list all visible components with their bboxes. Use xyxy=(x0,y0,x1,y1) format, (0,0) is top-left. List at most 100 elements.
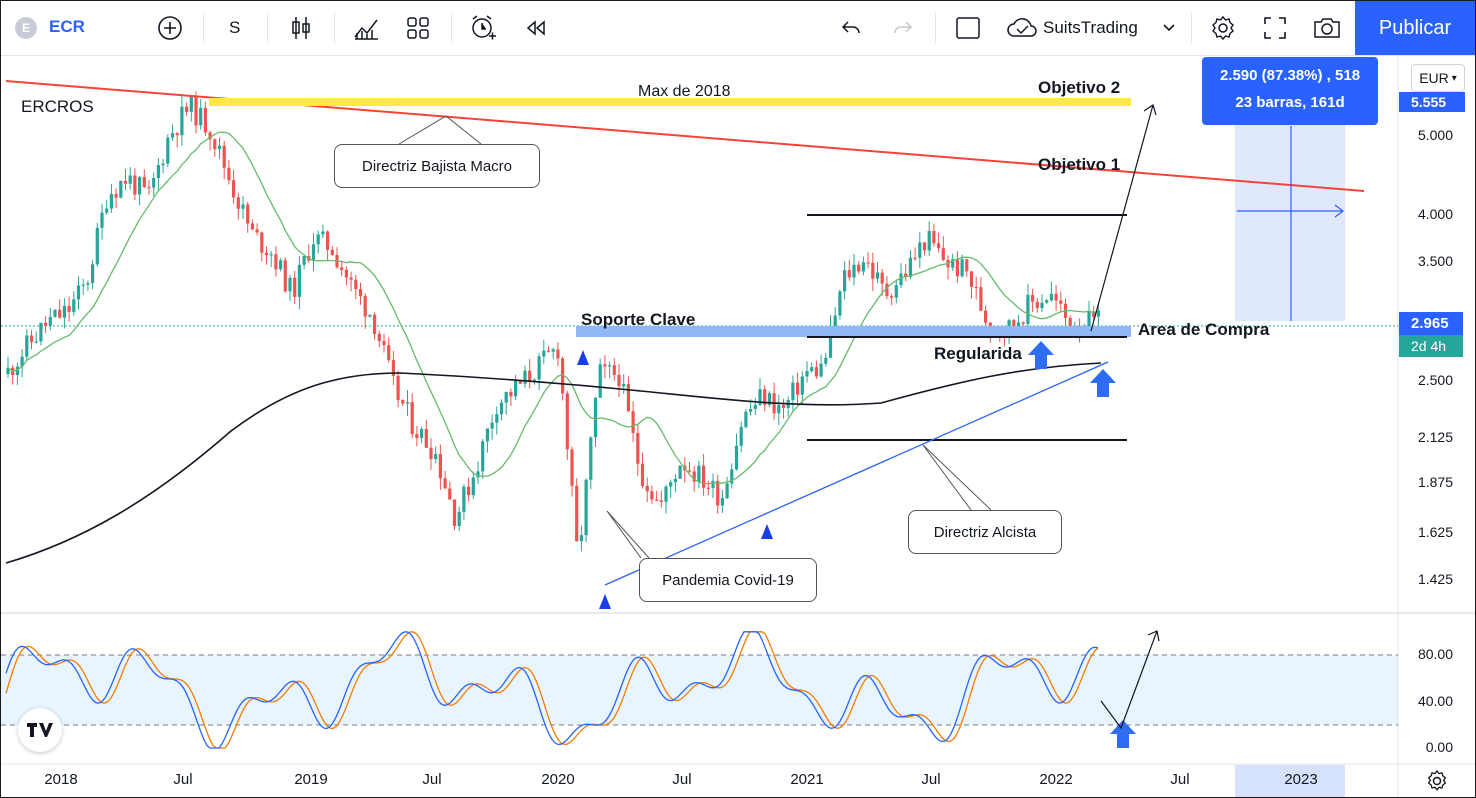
fullscreen-icon[interactable] xyxy=(1258,11,1292,45)
candle-body xyxy=(39,322,43,342)
time-tick-label: 2022 xyxy=(1039,771,1073,788)
indicators-icon[interactable] xyxy=(349,11,383,45)
candle-body xyxy=(67,305,71,313)
candle-body xyxy=(937,243,941,249)
alert-icon[interactable] xyxy=(466,11,500,45)
candle-body xyxy=(767,393,771,405)
undo-icon[interactable] xyxy=(834,11,868,45)
rectangle-icon[interactable] xyxy=(951,11,985,45)
candle-body xyxy=(119,180,123,198)
candle-body xyxy=(626,384,630,412)
time-tick-label: Jul xyxy=(422,771,442,788)
candle-body xyxy=(222,145,226,168)
candle-body xyxy=(523,370,527,384)
candle-body xyxy=(232,180,236,198)
time-axis-highlight xyxy=(1235,765,1345,797)
candle-body xyxy=(885,283,889,297)
candle-body xyxy=(608,365,612,367)
currency-select[interactable]: EUR ▾ xyxy=(1411,64,1465,92)
candle-body xyxy=(76,285,81,300)
currency-label: EUR xyxy=(1419,70,1449,86)
max-2018-line xyxy=(209,98,1131,106)
candle-body xyxy=(847,270,851,278)
pandemia-callout[interactable]: Pandemia Covid-19 xyxy=(639,558,817,602)
candle-body xyxy=(44,322,48,326)
candle-body xyxy=(105,208,109,213)
candle-body xyxy=(669,482,673,487)
candle-body xyxy=(471,477,475,496)
add-symbol-icon[interactable] xyxy=(153,11,187,45)
candle-body xyxy=(156,165,160,179)
candle-body xyxy=(570,449,574,486)
measure-crosshair xyxy=(1237,126,1344,321)
candle-body xyxy=(264,252,269,256)
cloud-icon[interactable] xyxy=(1004,11,1040,45)
directriz-alcista-line xyxy=(604,361,1109,586)
candle-body xyxy=(1068,317,1072,331)
candle-body xyxy=(133,175,137,195)
chevron-down-icon[interactable] xyxy=(1157,11,1181,45)
camera-icon[interactable] xyxy=(1310,11,1344,45)
candle-body xyxy=(965,259,969,272)
candle-body xyxy=(932,231,936,244)
oscillator-tick-label: 40.00 xyxy=(1417,692,1453,709)
price-label-max: 5.555 xyxy=(1399,92,1465,112)
layout-name[interactable]: SuitsTrading xyxy=(1043,18,1138,37)
candle-body xyxy=(575,485,579,542)
price-tick-label: 3.500 xyxy=(1417,253,1453,270)
moving-average-short xyxy=(7,131,1099,485)
price-label-countdown: 2d 4h xyxy=(1399,335,1463,357)
candle-body xyxy=(123,180,128,184)
candle-body xyxy=(509,391,513,397)
candle-body xyxy=(730,469,734,484)
candle-body xyxy=(53,309,57,317)
candle-body xyxy=(828,326,833,358)
candle-body xyxy=(368,314,372,317)
candle-body xyxy=(396,375,400,400)
directriz-alcista-callout[interactable]: Directriz Alcista xyxy=(908,510,1062,554)
replay-icon[interactable] xyxy=(519,11,553,45)
candle-body xyxy=(434,454,438,460)
candle-body xyxy=(142,177,146,188)
toolbar-divider xyxy=(334,13,335,43)
candle-body xyxy=(81,284,85,286)
layouts-icon[interactable] xyxy=(401,11,435,45)
candle-body xyxy=(377,333,381,342)
candle-body xyxy=(1021,322,1025,324)
candlestick-series xyxy=(6,91,1100,552)
projection-arrow xyxy=(1090,104,1157,332)
candle-body xyxy=(1087,311,1091,330)
candle-body xyxy=(401,399,405,404)
candle-body xyxy=(166,137,170,164)
price-tick-label: 2.125 xyxy=(1417,429,1453,446)
objetivo-2-label: Objetivo 2 xyxy=(1038,78,1121,97)
candle-body xyxy=(852,264,856,278)
candle-body xyxy=(321,231,325,235)
candle-body xyxy=(650,491,654,500)
toolbar-divider xyxy=(267,13,268,43)
candle-body xyxy=(598,364,602,398)
candles-icon[interactable] xyxy=(284,11,318,45)
callout-leader xyxy=(922,444,992,511)
directriz-bajista-callout[interactable]: Directriz Bajista Macro xyxy=(334,144,540,188)
tradingview-logo-icon[interactable] xyxy=(18,708,62,752)
settings-icon[interactable] xyxy=(1206,11,1240,45)
candle-body xyxy=(734,445,739,470)
area-compra-label: Area de Compra xyxy=(1138,320,1270,339)
candle-body xyxy=(20,356,24,367)
axis-settings-icon[interactable] xyxy=(1425,769,1449,793)
soporte-clave-zone xyxy=(576,326,1131,337)
candle-body xyxy=(297,264,301,297)
candle-body xyxy=(622,384,626,387)
publish-button[interactable]: Publicar xyxy=(1355,1,1475,55)
chart-canvas[interactable] xyxy=(1,56,1475,798)
candle-body xyxy=(800,376,804,395)
time-tick-label: 2020 xyxy=(541,771,575,788)
candle-body xyxy=(443,478,447,489)
candle-body xyxy=(138,177,142,195)
redo-icon[interactable] xyxy=(886,11,920,45)
candle-body xyxy=(941,248,945,260)
interval-button[interactable]: S xyxy=(229,18,241,37)
candle-body xyxy=(974,286,978,289)
symbol-name[interactable]: ECR xyxy=(49,17,85,36)
